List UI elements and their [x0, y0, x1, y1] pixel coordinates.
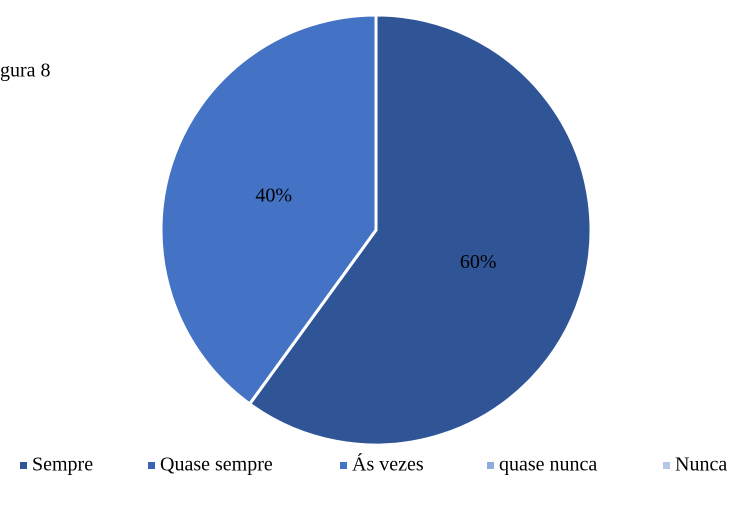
- legend-label: Ás vezes: [352, 453, 424, 476]
- legend-swatch: [487, 462, 494, 469]
- data-label: 40%: [255, 184, 292, 206]
- legend-label: Quase sempre: [160, 454, 273, 476]
- pie-slice: [159, 13, 378, 407]
- legend-label: Nunca: [675, 454, 727, 476]
- legend-swatch: [20, 462, 27, 469]
- legend-label: Sempre: [32, 454, 93, 476]
- legend-swatch: [340, 462, 347, 469]
- legend-label: quase nunca: [499, 454, 597, 476]
- legend-swatch: [148, 462, 155, 469]
- legend-swatch: [663, 462, 670, 469]
- data-label: 60%: [460, 251, 497, 273]
- chart-title: gura 8: [0, 60, 51, 82]
- pie-slice: [247, 13, 593, 447]
